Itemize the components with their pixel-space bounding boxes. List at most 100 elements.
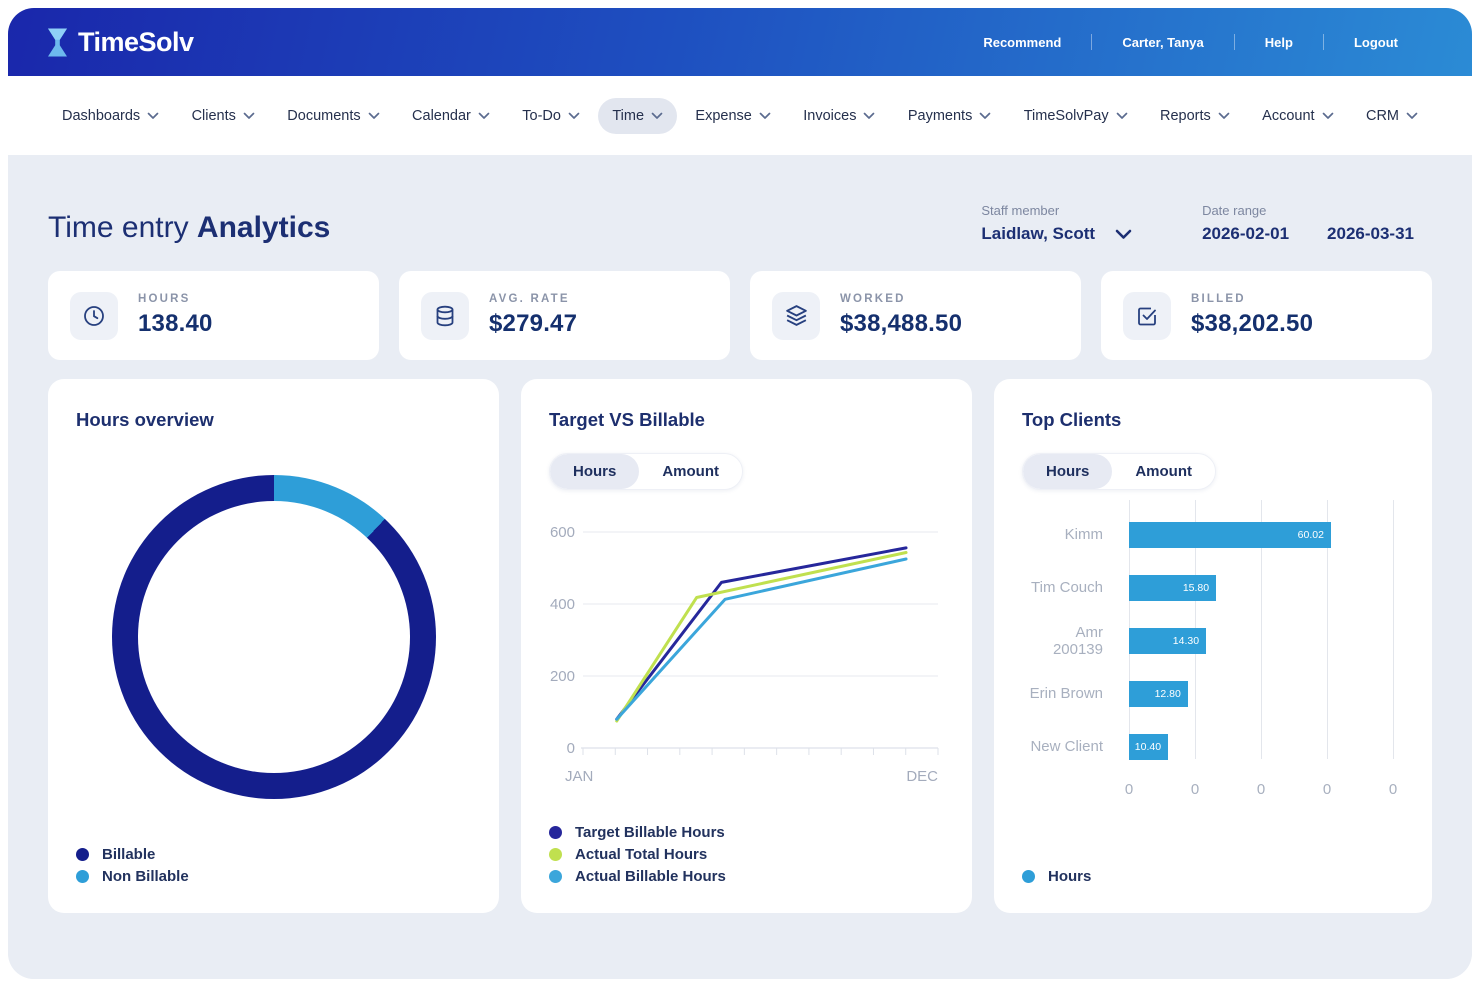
nav-item-label: Expense	[695, 107, 752, 124]
chevron-down-icon	[1115, 229, 1132, 240]
legend-dot	[549, 870, 562, 883]
legend-dot	[76, 870, 89, 883]
page-title-regular: Time entry	[48, 211, 197, 244]
x-tick-label: 0	[1322, 781, 1332, 798]
x-axis-start-label: JAN	[565, 768, 593, 785]
tab-amount[interactable]: Amount	[1112, 454, 1215, 489]
tab-hours[interactable]: Hours	[550, 454, 640, 489]
x-tick-label: 0	[1388, 781, 1398, 798]
legend-item-non-billable: Non Billable	[76, 868, 471, 885]
chevron-down-icon	[243, 112, 255, 120]
top-links: Recommend Carter, Tanya Help Logout	[953, 34, 1428, 50]
nav-item-clients[interactable]: Clients	[178, 98, 269, 134]
x-tick-label: 0	[1190, 781, 1200, 798]
nav-item-expense[interactable]: Expense	[681, 98, 784, 134]
hours-overview-legend: Billable Non Billable	[76, 846, 471, 885]
line-series-actual-billable-hours	[615, 557, 908, 721]
nav-item-label: TimeSolvPay	[1023, 107, 1109, 124]
legend-item-billable: Billable	[76, 846, 471, 863]
header-link-carter-tanya[interactable]: Carter, Tanya	[1122, 34, 1204, 50]
bar-new-client: 10.40	[1129, 733, 1169, 760]
nav-item-time[interactable]: Time	[598, 97, 678, 134]
gridline	[1393, 500, 1394, 759]
bar-value-label: 14.30	[1172, 634, 1200, 647]
staff-member-value[interactable]: Laidlaw, Scott	[981, 224, 1096, 243]
target-vs-billable-legend: Target Billable Hours Actual Total Hours A…	[549, 824, 944, 885]
nav-item-label: Documents	[287, 107, 361, 124]
bar-track: 15.80	[1129, 574, 1393, 601]
hours-donut-chart	[111, 475, 436, 799]
y-tick-label: 400	[550, 596, 575, 613]
x-tick-label: 0	[1256, 781, 1266, 798]
header-link-help[interactable]: Help	[1264, 34, 1293, 50]
nav-item-payments[interactable]: Payments	[894, 98, 1005, 134]
chevron-down-icon	[368, 112, 380, 120]
bar-row-kimm: Kimm 60.02	[1022, 508, 1404, 561]
bar-value-label: 60.02	[1297, 528, 1324, 541]
nav-item-label: Clients	[191, 107, 236, 124]
top-clients-bar-chart: Kimm 60.02 Tim Couch 15.80 Amr 200139 14.30 Er…	[1022, 500, 1404, 803]
bar-row-erin-brown: Erin Brown 12.80	[1022, 667, 1404, 720]
date-range-label: Date range	[1202, 203, 1267, 218]
tab-hours[interactable]: Hours	[1023, 454, 1113, 489]
nav-item-documents[interactable]: Documents	[273, 98, 393, 134]
staff-member-filter: Staff member Laidlaw, Scott	[981, 203, 1132, 244]
header-link-logout[interactable]: Logout	[1353, 34, 1398, 50]
legend-label: Billable	[102, 846, 156, 863]
bar-category-label: Tim Couch	[1031, 579, 1103, 596]
chevron-down-icon	[1116, 112, 1128, 120]
chevron-down-icon	[478, 112, 490, 120]
legend-dot	[549, 848, 562, 861]
stat-card-hours: HOURS 138.40	[48, 271, 379, 360]
target-vs-billable-title: Target VS Billable	[549, 409, 705, 430]
legend-item-actual-total-hours: Actual Total Hours	[549, 846, 944, 863]
gridline	[1261, 500, 1262, 759]
nav-item-dashboards[interactable]: Dashboards	[48, 98, 173, 134]
nav-item-account[interactable]: Account	[1248, 98, 1347, 134]
tab-amount[interactable]: Amount	[639, 454, 742, 489]
y-tick-label: 0	[567, 740, 575, 757]
line-series-target-billable-hours	[615, 546, 908, 721]
staff-member-select[interactable]: Laidlaw, Scott	[981, 224, 1132, 244]
nav-item-label: To-Do	[522, 107, 561, 124]
nav-item-invoices[interactable]: Invoices	[789, 98, 889, 134]
header-link-recommend[interactable]: Recommend	[983, 34, 1062, 50]
hours-overview-title: Hours overview	[76, 409, 214, 430]
nav-item-label: Payments	[907, 107, 973, 124]
date-range-start[interactable]: 2026-02-01	[1202, 224, 1290, 243]
database-icon	[421, 291, 469, 340]
nav-item-label: Dashboards	[62, 107, 141, 124]
logo-text: TimeSolv	[78, 26, 194, 57]
top-clients-legend: Hours	[1022, 868, 1404, 885]
nav-item-crm[interactable]: CRM	[1352, 98, 1432, 134]
divider	[1322, 34, 1324, 50]
nav-item-reports[interactable]: Reports	[1146, 98, 1244, 134]
stat-label: WORKED	[840, 293, 906, 305]
nav-item-calendar[interactable]: Calendar	[398, 98, 504, 134]
nav-item-label: Time	[612, 107, 645, 124]
layers-icon	[772, 291, 820, 340]
chevron-down-icon	[147, 112, 159, 120]
stat-value: $38,202.50	[1191, 310, 1314, 337]
timesolv-logo[interactable]: TimeSolv	[46, 27, 194, 58]
date-range-end[interactable]: 2026-03-31	[1327, 224, 1414, 243]
clock-icon	[70, 291, 118, 340]
bar-tim-couch: 15.80	[1129, 574, 1217, 601]
legend-label: Hours	[1048, 868, 1092, 885]
page-title-bold: Analytics	[196, 211, 331, 244]
staff-member-label: Staff member	[981, 203, 1060, 218]
x-tick-label: 0	[1124, 781, 1134, 798]
legend-item-target-billable-hours: Target Billable Hours	[549, 824, 944, 841]
bar-track: 60.02	[1129, 521, 1393, 548]
stat-label: AVG. RATE	[489, 293, 570, 305]
nav-item-label: Invoices	[803, 107, 857, 124]
nav-item-timesolvpay[interactable]: TimeSolvPay	[1010, 98, 1142, 134]
y-tick-label: 200	[550, 668, 575, 685]
target-vs-billable-line-chart: 0 200 400 600 JAN DEC	[550, 524, 939, 785]
y-tick-label: 600	[550, 524, 575, 541]
divider	[1233, 34, 1235, 50]
bar-category-label: Amr 200139	[1052, 623, 1103, 658]
page-title: Time entry Analytics	[48, 203, 330, 245]
nav-item-to-do[interactable]: To-Do	[508, 98, 594, 134]
main-nav: Dashboards Clients Documents Calendar To-Do T…	[8, 76, 1472, 155]
